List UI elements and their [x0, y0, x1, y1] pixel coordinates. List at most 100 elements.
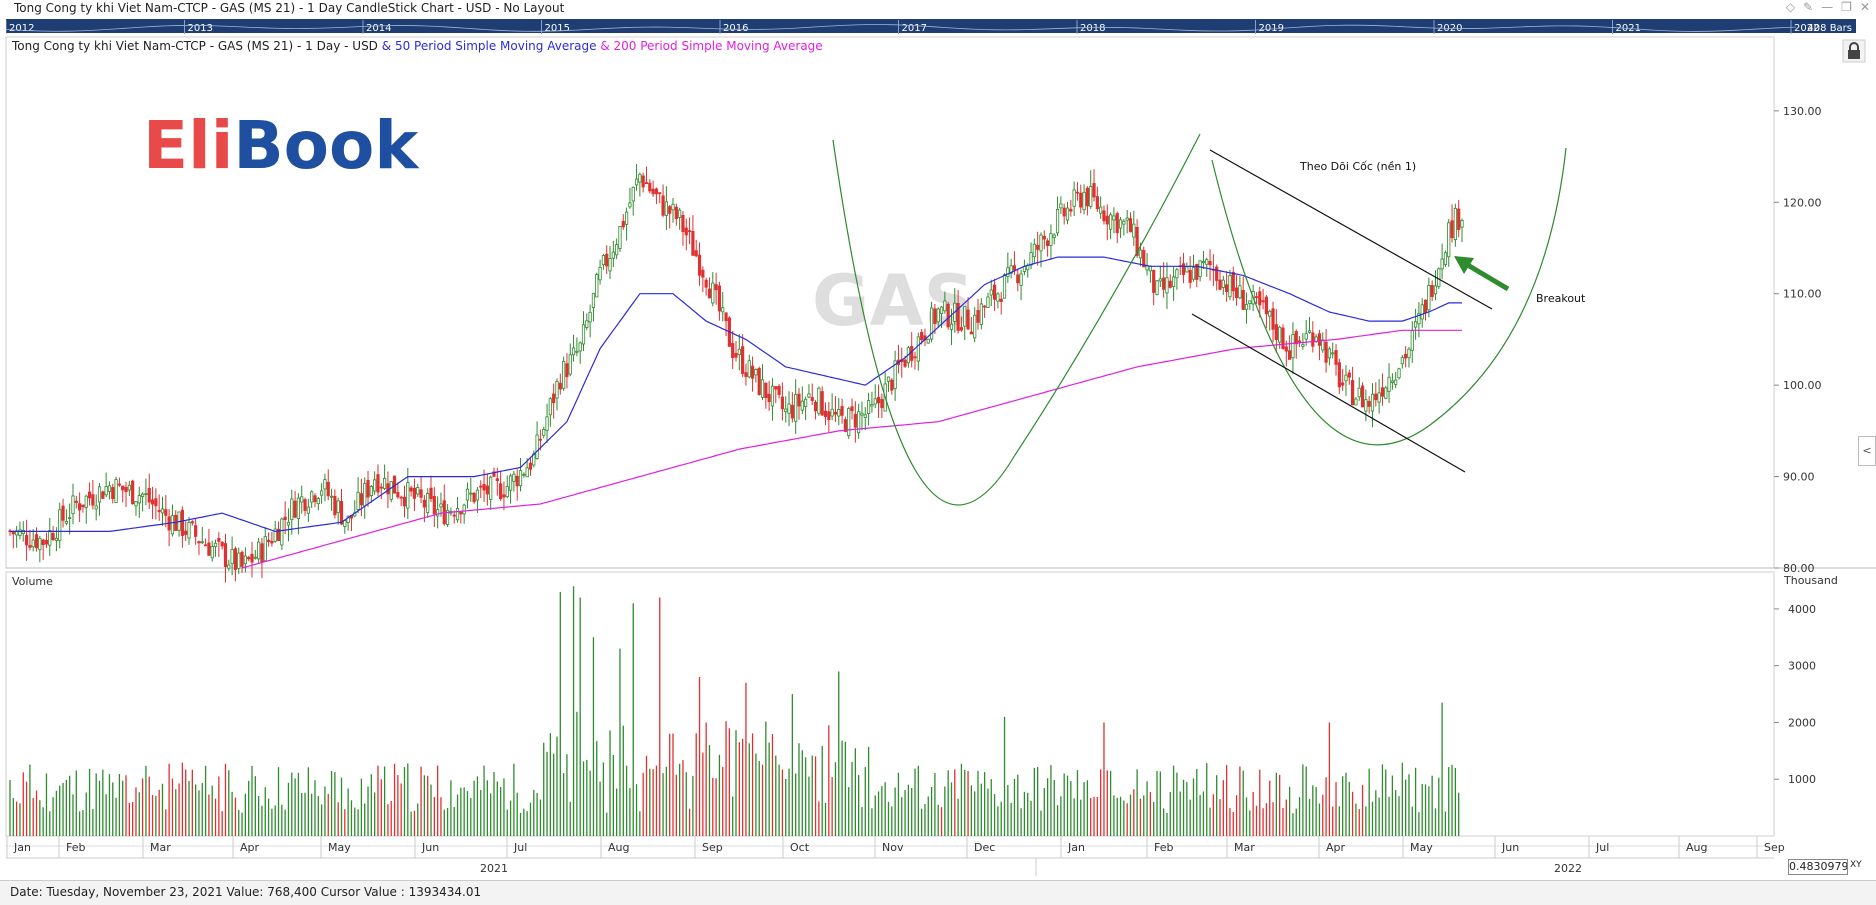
candle-body: [724, 312, 728, 322]
month-label: Jun: [421, 841, 439, 854]
legend-sma200: & 200 Period Simple Moving Average: [600, 39, 823, 53]
candle-body: [1367, 400, 1371, 407]
candle-body: [939, 306, 944, 315]
candle-body: [293, 500, 297, 518]
candle-body: [8, 530, 12, 533]
candle-body: [300, 496, 304, 503]
candle-body: [469, 492, 473, 495]
candle-body: [830, 408, 834, 417]
candle-body: [920, 331, 924, 341]
candle-body: [886, 376, 891, 382]
candle-body: [243, 555, 247, 565]
timeline-navigator[interactable]: 2012 2013 2014 2015 2016 2017 2018 2019 2020 2021…: [5, 19, 1856, 34]
candle-body: [1364, 399, 1368, 412]
candle-body: [495, 478, 499, 482]
candle-body: [532, 453, 536, 466]
candle-body: [1407, 348, 1411, 359]
candle-body: [1437, 268, 1441, 287]
candle-body: [479, 485, 483, 488]
candle-body: [555, 381, 559, 399]
candle-body: [1301, 344, 1305, 347]
candle-body: [1427, 285, 1431, 311]
candle-body: [674, 206, 678, 220]
candle-body: [1022, 265, 1027, 272]
candle-body: [1145, 265, 1149, 271]
month-label: Jul: [513, 841, 527, 854]
candle-body: [260, 543, 264, 563]
xy-toggle[interactable]: XY: [1850, 860, 1862, 870]
status-text: Date: Tuesday, November 23, 2021 Value: …: [10, 885, 482, 899]
candle-body: [28, 545, 32, 548]
minimize-icon[interactable]: —: [1821, 0, 1834, 14]
collapse-panel-tab[interactable]: <: [1858, 436, 1876, 466]
candle-body: [339, 501, 344, 525]
candle-body: [316, 498, 320, 505]
candle-body: [197, 541, 201, 544]
candle-body: [1079, 192, 1083, 208]
timeline-svg: 2012 2013 2014 2015 2016 2017 2018 2019 2020 2021…: [5, 20, 1852, 34]
candle-body: [1135, 226, 1139, 256]
candle-body: [452, 514, 456, 517]
candle-body: [1152, 270, 1156, 293]
candle-body: [1195, 263, 1199, 280]
candle-body: [870, 404, 874, 407]
candle-body: [194, 525, 198, 537]
candle-body: [217, 538, 221, 542]
candle-body: [625, 211, 629, 225]
candle-body: [346, 515, 350, 523]
candle-body: [737, 348, 741, 356]
lock-icon[interactable]: [1842, 39, 1866, 63]
candle-body: [34, 534, 39, 549]
candle-body: [760, 379, 765, 398]
restore-icon[interactable]: ❐: [1841, 0, 1852, 14]
candle-body: [1181, 263, 1186, 275]
candle-body: [84, 495, 88, 508]
candle-body: [999, 298, 1003, 302]
candle-body: [230, 549, 234, 565]
candle-body: [823, 410, 828, 417]
candle-body: [608, 258, 612, 272]
month-label: Jun: [1501, 841, 1519, 854]
candle-body: [1284, 346, 1288, 352]
candle-body: [54, 537, 59, 541]
candle-body: [1274, 324, 1278, 340]
candle-body: [558, 382, 562, 390]
channel-lower-line: [1191, 313, 1466, 473]
candle-body: [449, 511, 453, 514]
candle-body: [91, 494, 95, 506]
candle-body: [910, 346, 914, 361]
candle-body: [419, 489, 423, 498]
candle-body: [376, 474, 380, 493]
timeline-year-label: 2017: [902, 23, 927, 34]
cup-label: Theo Dõi Cốc (nền 1): [1299, 160, 1416, 173]
candle-body: [273, 528, 277, 542]
price-tick-label: 130.00: [1783, 105, 1822, 118]
candle-body: [764, 382, 768, 399]
breakout-arrow-shaft: [1464, 261, 1510, 292]
candle-body: [681, 215, 685, 232]
candle-body: [1122, 220, 1126, 225]
pin-icon[interactable]: ✎: [1803, 0, 1814, 14]
candle-body: [101, 491, 105, 499]
candle-body: [157, 510, 161, 513]
candle-body: [409, 487, 413, 492]
candle-body: [1410, 330, 1414, 351]
candle-body: [164, 509, 168, 516]
candle-body: [1281, 327, 1285, 349]
candle-body: [986, 296, 990, 308]
close-icon[interactable]: ✕: [1859, 0, 1870, 14]
candle-body: [1128, 218, 1133, 233]
candle-body: [141, 493, 145, 497]
candle-body: [180, 509, 184, 536]
candle-body: [68, 517, 72, 520]
candle-body: [883, 383, 887, 412]
month-label: May: [1410, 841, 1433, 854]
candle-body: [396, 492, 400, 498]
diamond-icon[interactable]: ◇: [1785, 0, 1796, 14]
candle-body: [837, 409, 841, 417]
candle-body: [439, 503, 443, 508]
candle-body: [936, 308, 940, 323]
candle-body: [671, 203, 675, 211]
candle-body: [903, 359, 907, 367]
